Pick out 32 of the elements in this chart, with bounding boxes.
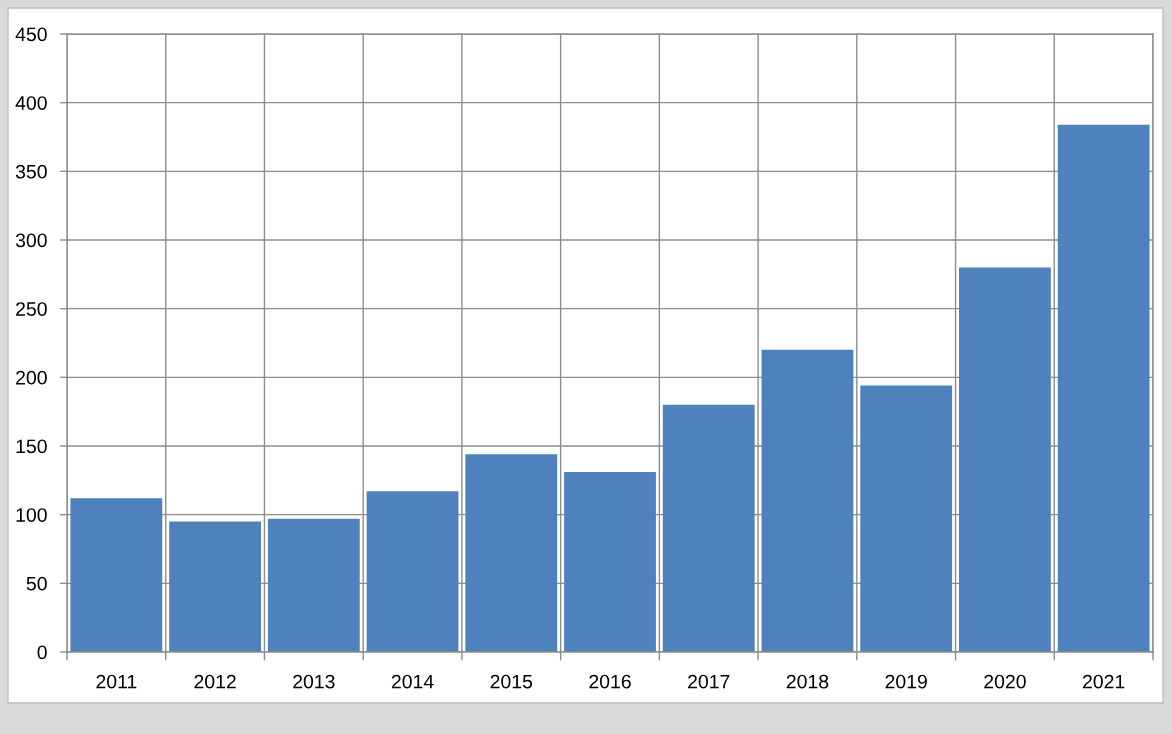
y-tick-label: 100 <box>16 508 47 522</box>
y-tick-label: 400 <box>15 96 47 110</box>
x-tick-label: 2019 <box>885 674 927 689</box>
bar <box>959 267 1051 652</box>
bar <box>465 454 558 652</box>
x-tick-label: 2017 <box>688 674 730 689</box>
bar <box>169 521 261 652</box>
y-tick-label: 300 <box>15 233 47 248</box>
y-tick-label: 350 <box>15 164 47 179</box>
y-tick-label: 250 <box>16 302 47 316</box>
bar <box>267 518 360 652</box>
x-tick-label: 2012 <box>194 674 236 689</box>
bar <box>1057 124 1150 652</box>
y-tick-label: 150 <box>16 439 47 454</box>
x-tick-label: 2020 <box>984 674 1026 689</box>
x-tick-label: 2011 <box>96 674 137 689</box>
y-tick-label: 450 <box>15 27 47 42</box>
x-tick-label: 2014 <box>391 674 434 689</box>
bar <box>564 472 656 652</box>
bar <box>70 498 163 652</box>
bar <box>860 385 953 652</box>
bar <box>662 404 755 652</box>
x-tick-label: 2021 <box>1082 674 1125 689</box>
x-tick-label: 2018 <box>786 674 829 689</box>
y-tick-label: 200 <box>16 370 47 385</box>
bar <box>366 491 459 652</box>
bar <box>761 349 854 652</box>
x-tick-label: 2013 <box>293 674 335 689</box>
y-tick-label: 0 <box>37 645 47 660</box>
y-tick-label: 50 <box>26 576 47 591</box>
x-tick-label: 2015 <box>490 674 533 689</box>
x-tick-label: 2016 <box>589 674 631 689</box>
